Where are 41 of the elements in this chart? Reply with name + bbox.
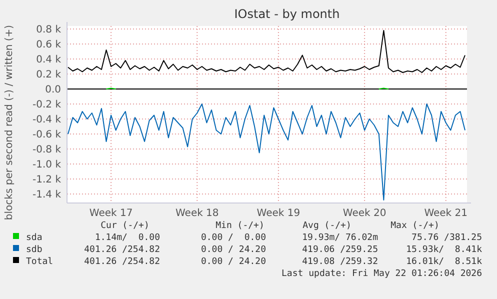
text: 0.00 / 24.20 xyxy=(200,257,266,267)
x-tick-label: Week 18 xyxy=(175,208,219,219)
x-tick-label: Week 19 xyxy=(256,208,300,219)
y-tick-label: -0.8 k xyxy=(32,144,62,156)
text: Min (-/+) xyxy=(216,221,264,231)
y-tick-label: -0.4 k xyxy=(32,114,62,126)
y-tick-label: 0.4 k xyxy=(36,54,62,66)
legend-label: sdb xyxy=(26,245,42,255)
text: 19.93m/ 76.02m xyxy=(302,233,378,243)
y-tick-label: 0.0 xyxy=(45,84,61,96)
line-series xyxy=(68,104,466,200)
text: Cur (-/+) xyxy=(100,221,150,231)
line-series xyxy=(68,30,466,73)
x-tick-label: Week 17 xyxy=(89,208,133,219)
text: 401.26 /254.82 xyxy=(84,245,160,255)
y-tick-label: -0.2 k xyxy=(32,100,62,110)
y-tick-label: 0.2 k xyxy=(36,70,62,80)
text: 419.08 /259.32 xyxy=(302,257,378,267)
text: 401.26 /254.82 xyxy=(84,257,160,267)
text: Avg (-/+) xyxy=(302,221,352,231)
text: Max (-/+) xyxy=(390,221,440,231)
text: 1.14m/ 0.00 xyxy=(94,233,160,243)
text: 0.00 / 0.00 xyxy=(200,233,266,243)
y-tick-label: -1.0 k xyxy=(32,160,62,170)
text: 75.76 /381.25 xyxy=(412,233,482,243)
y-tick-label: -1.2 k xyxy=(32,174,62,186)
text: 0.00 / 24.20 xyxy=(200,245,266,255)
y-axis-title: blocks per second read (-) / written (+) xyxy=(4,24,15,220)
text: 15.93k/ 8.41k xyxy=(406,245,483,255)
text: Last update: Fri May 22 01:26:04 2026 xyxy=(282,269,482,279)
x-tick-label: Week 21 xyxy=(424,208,468,219)
text: 419.06 /259.25 xyxy=(302,245,378,255)
legend-label: sda xyxy=(26,233,42,243)
y-tick-label: 0.8 k xyxy=(36,24,62,36)
legend-label: Total xyxy=(26,257,54,267)
x-tick-label: Week 20 xyxy=(342,208,386,219)
y-tick-label: -1.4 k xyxy=(32,190,62,200)
text: 16.01k/ 8.51k xyxy=(406,257,483,267)
y-tick-label: 0.6 k xyxy=(36,40,62,50)
y-tick-label: -0.6 k xyxy=(32,130,62,140)
chart-title: IOstat - by month xyxy=(234,7,340,21)
